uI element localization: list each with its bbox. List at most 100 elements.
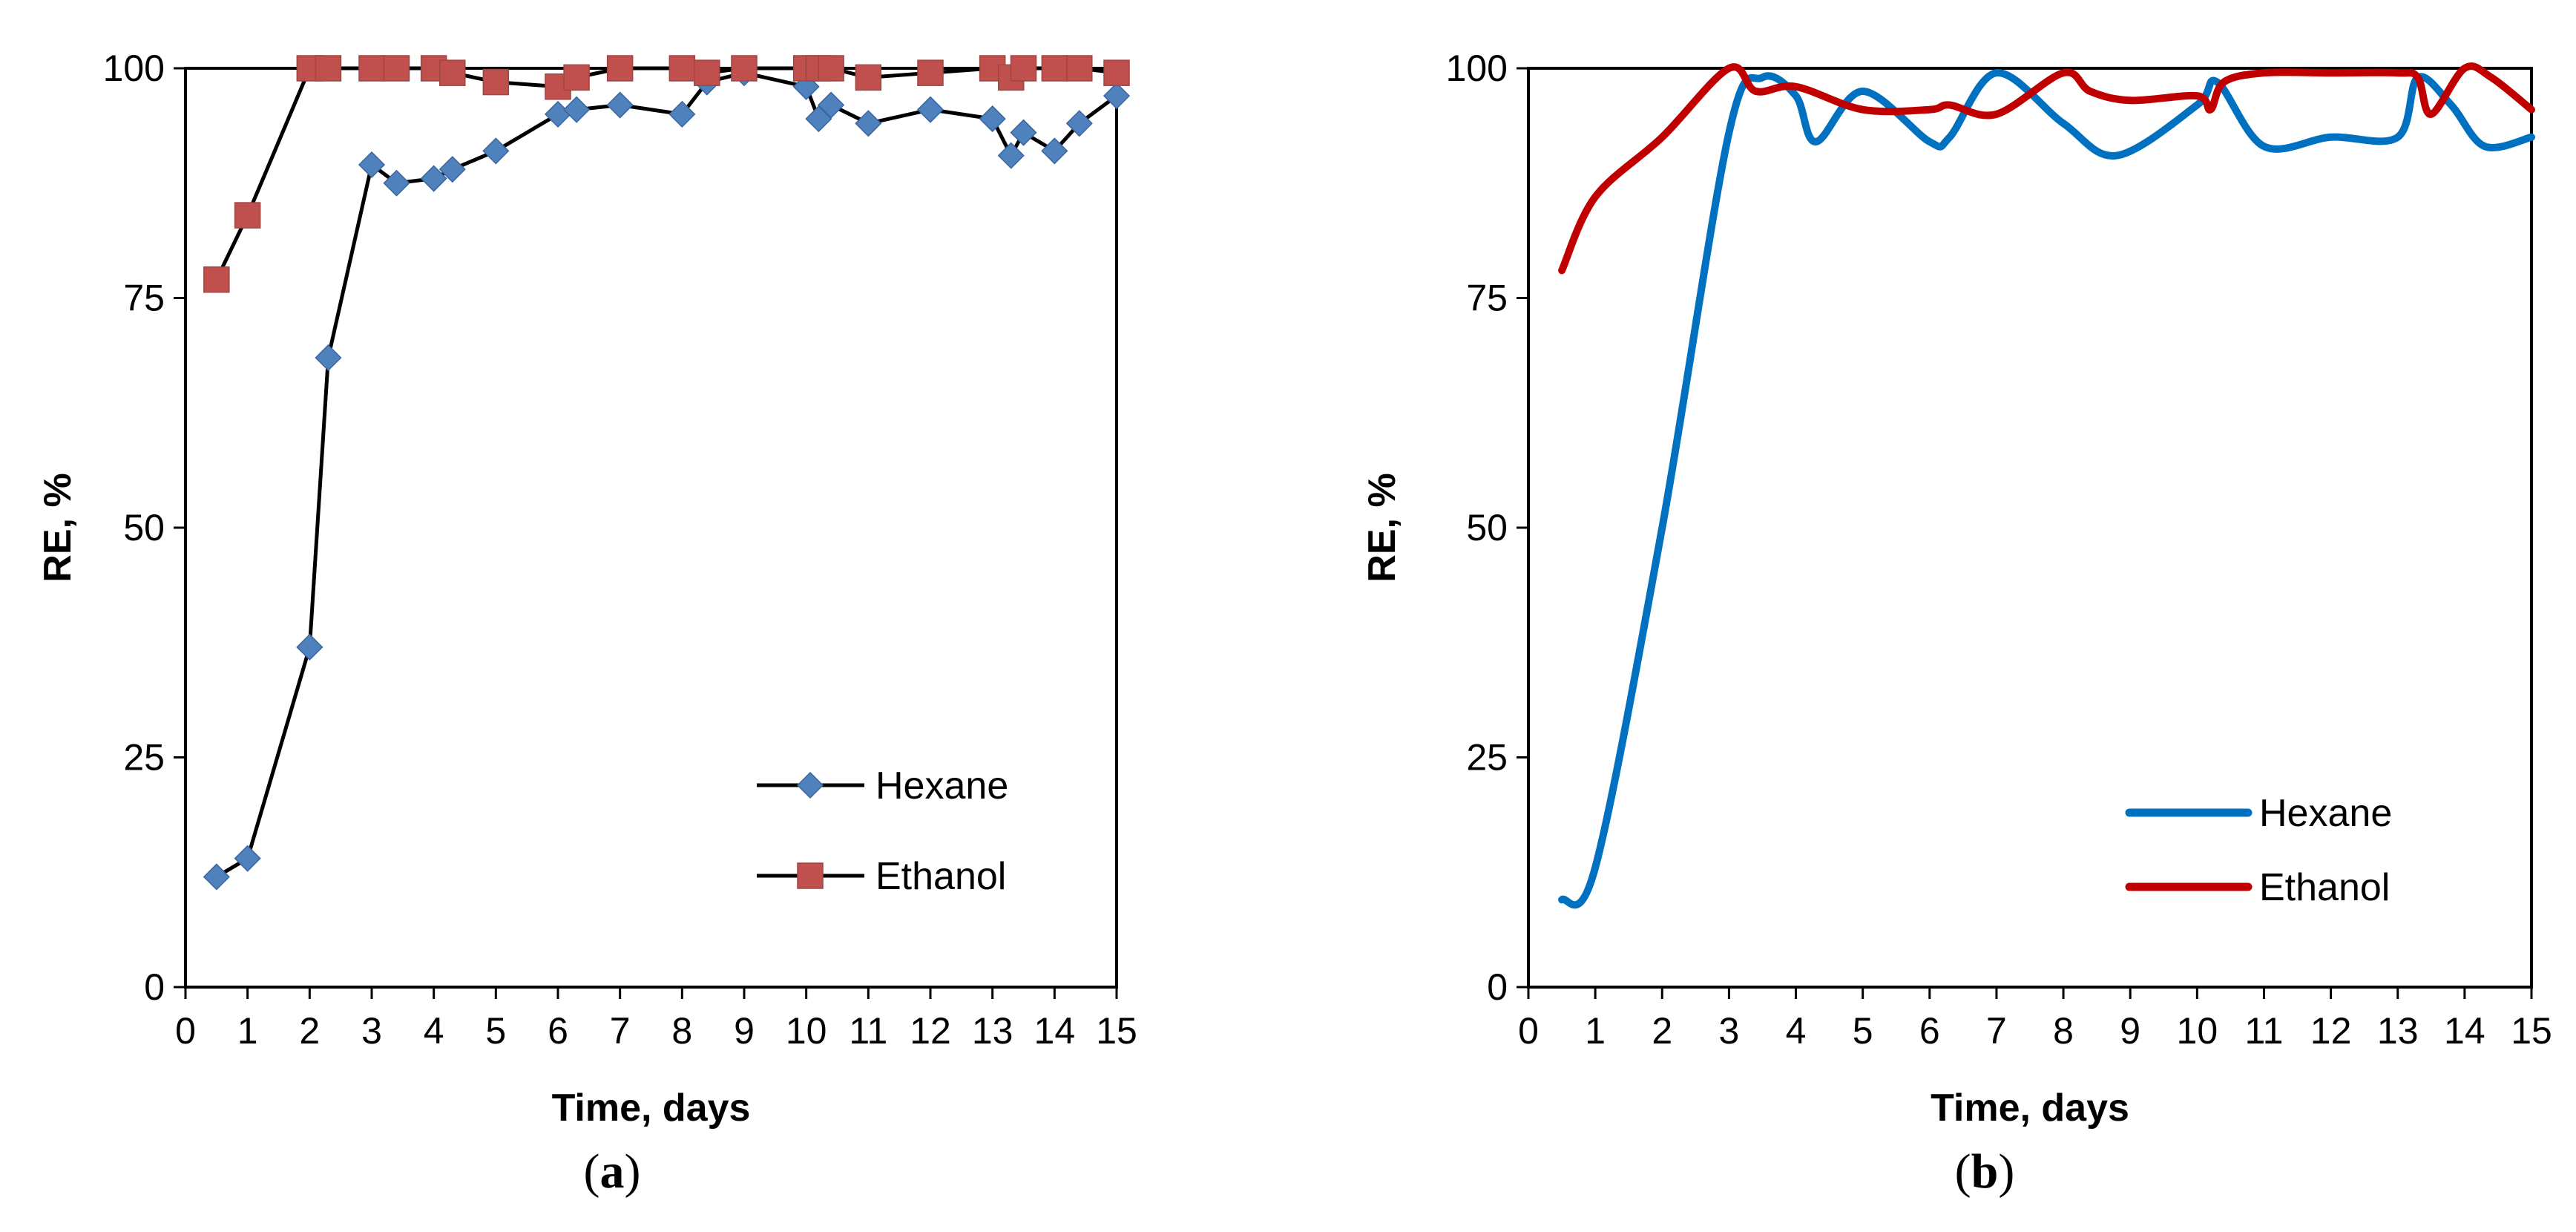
data-point-ethanol	[359, 56, 384, 81]
data-point-ethanol	[918, 60, 943, 85]
panel-label-letter: b	[1971, 1144, 1999, 1199]
x-tick-label: 9	[2120, 1010, 2140, 1052]
data-point-ethanol	[564, 65, 589, 90]
data-point-ethanol	[204, 267, 229, 292]
x-tick-label: 3	[361, 1010, 382, 1052]
y-tick-label: 25	[1466, 737, 1508, 779]
data-point-hexane	[855, 111, 881, 136]
x-tick-label: 12	[910, 1010, 951, 1052]
x-tick-label: 2	[1652, 1010, 1672, 1052]
x-tick-label: 14	[2444, 1010, 2485, 1052]
legend-marker-ethanol	[798, 863, 823, 888]
x-tick-label: 4	[1786, 1010, 1807, 1052]
data-point-ethanol	[440, 60, 465, 85]
legend-entry-hexane: Hexane	[2129, 792, 2392, 835]
data-point-hexane	[1011, 120, 1036, 145]
y-tick-label: 0	[144, 966, 165, 1008]
y-tick-label: 0	[1487, 966, 1508, 1008]
plot-area-frame	[185, 68, 1117, 987]
x-tick-label: 2	[299, 1010, 320, 1052]
panel-label-letter: a	[600, 1144, 625, 1199]
data-point-ethanol	[1067, 56, 1092, 81]
legend-label: Ethanol	[875, 855, 1006, 898]
y-tick-label: 100	[1446, 47, 1508, 89]
data-point-ethanol	[732, 56, 757, 81]
x-tick-label: 12	[2310, 1010, 2352, 1052]
data-point-hexane	[483, 138, 508, 163]
x-tick-label: 11	[2245, 1010, 2284, 1052]
data-point-ethanol	[1104, 60, 1129, 85]
data-point-hexane	[315, 345, 341, 370]
y-tick-label: 75	[1466, 278, 1508, 319]
data-point-hexane	[918, 97, 943, 122]
x-tick-label: 10	[786, 1010, 827, 1052]
data-point-ethanol	[235, 203, 260, 228]
data-point-hexane	[564, 97, 589, 122]
x-tick-label: 13	[972, 1010, 1013, 1052]
y-tick-label: 25	[123, 737, 165, 779]
panel-label-open-paren: (	[1955, 1144, 1971, 1199]
y-tick-label: 50	[123, 507, 165, 548]
x-tick-label: 15	[1096, 1010, 1137, 1052]
legend-label: Hexane	[2259, 792, 2392, 835]
x-tick-label: 0	[175, 1010, 196, 1052]
x-tick-label: 5	[485, 1010, 506, 1052]
panel-label: (a)	[584, 1144, 641, 1199]
data-point-ethanol	[669, 56, 694, 81]
y-axis-label: RE, %	[36, 473, 79, 582]
legend-label: Hexane	[875, 764, 1008, 807]
x-tick-label: 1	[1585, 1010, 1606, 1052]
data-point-hexane	[999, 143, 1024, 168]
series-ethanol	[204, 56, 1129, 292]
x-tick-label: 5	[1853, 1010, 1873, 1052]
legend-entry-ethanol: Ethanol	[2129, 866, 2390, 909]
data-point-hexane	[297, 635, 322, 660]
x-tick-label: 3	[1718, 1010, 1739, 1052]
data-point-ethanol	[315, 56, 341, 81]
data-point-ethanol	[384, 56, 409, 81]
data-point-hexane	[545, 102, 571, 127]
x-tick-label: 1	[237, 1010, 258, 1052]
panel-label-close-paren: )	[625, 1144, 641, 1199]
x-tick-label: 7	[1986, 1010, 2007, 1052]
data-point-ethanol	[1011, 56, 1036, 81]
legend-entry-ethanol: Ethanol	[757, 855, 1006, 898]
x-tick-label: 0	[1518, 1010, 1539, 1052]
y-tick-label: 75	[123, 278, 165, 319]
x-tick-label: 11	[849, 1010, 887, 1052]
series-line-hexane	[1562, 73, 2531, 905]
data-point-ethanol	[694, 60, 720, 85]
panel-label: (b)	[1955, 1144, 2015, 1199]
y-tick-label: 50	[1466, 507, 1508, 548]
x-tick-label: 15	[2511, 1010, 2552, 1052]
data-point-hexane	[608, 93, 633, 118]
panel-label-open-paren: (	[584, 1144, 600, 1199]
series-line-hexane	[217, 73, 1117, 877]
y-axis-label: RE, %	[1361, 473, 1404, 582]
x-axis-label: Time, days	[1931, 1087, 2129, 1130]
data-point-ethanol	[818, 56, 844, 81]
panel-label-close-paren: )	[1998, 1144, 2014, 1199]
data-point-ethanol	[1042, 56, 1067, 81]
data-point-ethanol	[855, 65, 881, 90]
x-tick-label: 8	[2053, 1010, 2074, 1052]
x-tick-label: 8	[671, 1010, 692, 1052]
x-tick-label: 4	[424, 1010, 444, 1052]
series-hexane	[1562, 73, 2531, 905]
data-point-ethanol	[483, 70, 508, 95]
x-tick-label: 10	[2177, 1010, 2218, 1052]
data-point-ethanol	[608, 56, 633, 81]
y-tick-label: 100	[103, 47, 165, 89]
x-axis-label: Time, days	[552, 1087, 751, 1130]
legend-label: Ethanol	[2259, 866, 2390, 909]
legend-entry-hexane: Hexane	[757, 764, 1008, 807]
data-point-hexane	[235, 846, 260, 871]
x-tick-label: 6	[548, 1010, 568, 1052]
data-point-hexane	[980, 106, 1005, 131]
x-tick-label: 7	[610, 1010, 631, 1052]
x-tick-label: 9	[734, 1010, 755, 1052]
data-point-hexane	[204, 864, 229, 889]
